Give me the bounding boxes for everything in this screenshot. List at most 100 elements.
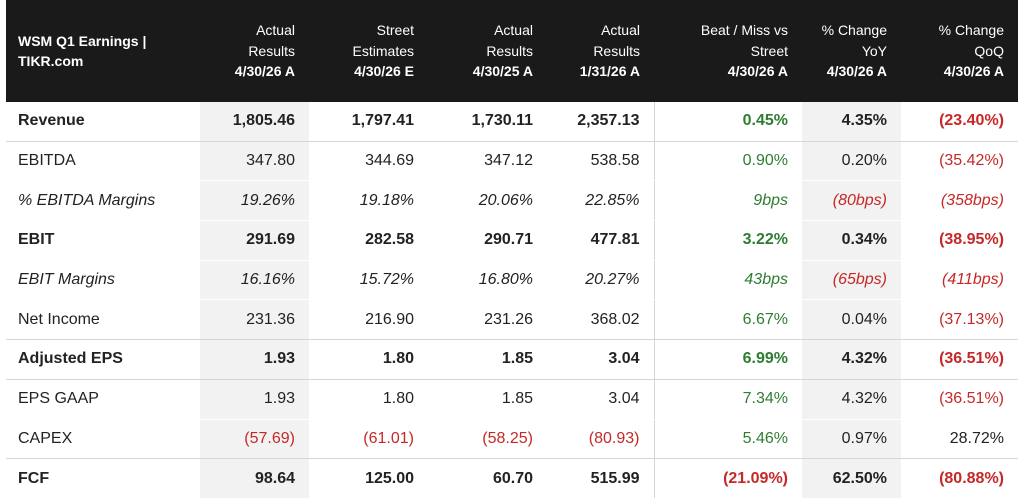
table-cell: 368.02	[547, 299, 654, 341]
column-header-line-2: Results	[486, 42, 533, 59]
title-line-2: TIKR.com	[18, 53, 84, 69]
table-row: EBIT Margins 16.16% 15.72% 16.80% 20.27% 43bp…	[6, 260, 1018, 301]
table-row: EBIT 291.69 282.58 290.71 477.81 3.22% 0.34% (3…	[6, 220, 1018, 261]
table-cell: 0.04%	[802, 299, 901, 341]
column-header-date: 4/30/26 A	[234, 63, 295, 80]
row-label: FCF	[6, 458, 200, 499]
table-cell: 347.80	[200, 141, 309, 182]
column-header-line-2: Results	[248, 42, 295, 59]
table-header: WSM Q1 Earnings | TIKR.com Actual Results…	[6, 0, 1018, 102]
table-cell: (58.25)	[428, 419, 547, 460]
table-cell: (57.69)	[200, 419, 309, 460]
column-header-line-2: Estimates	[352, 42, 414, 59]
table-row: FCF 98.64 125.00 60.70 515.99 (21.09%) 62.50%(…	[6, 458, 1018, 499]
column-header-date: 4/30/26 A	[943, 63, 1004, 80]
table-cell: 16.80%	[428, 260, 547, 301]
table-cell: (23.40%)	[901, 102, 1018, 142]
table-cell: (80.93)	[547, 419, 654, 460]
table-cell: (35.42%)	[901, 141, 1018, 182]
column-header-line-2: Street	[750, 42, 788, 59]
table-cell: 4.32%	[802, 379, 901, 420]
table-cell: 62.50%	[802, 458, 901, 499]
row-label: EPS GAAP	[6, 379, 200, 420]
table-cell: 1.85	[428, 379, 547, 420]
table-cell: 0.45%	[653, 102, 802, 142]
table-cell: 282.58	[309, 220, 428, 261]
table-cell: (411bps)	[901, 260, 1018, 301]
column-header-line-1: Beat / Miss vs	[700, 22, 788, 39]
row-label: % EBITDA Margins	[6, 180, 200, 222]
row-label: EBIT Margins	[6, 260, 200, 301]
table-body: Revenue 1,805.46 1,797.41 1,730.11 2,357.13 0…	[6, 102, 1018, 499]
column-header-line-2: QoQ	[974, 42, 1004, 59]
table-cell: 98.64	[200, 458, 309, 499]
table-cell: (80bps)	[802, 180, 901, 222]
column-header-line-1: Actual	[256, 22, 295, 39]
table-cell: 1.85	[428, 339, 547, 380]
table-cell: 347.12	[428, 141, 547, 182]
table-cell: 1.80	[309, 379, 428, 420]
column-header: Actual Results 1/31/26 A	[547, 0, 654, 102]
column-header: % Change YoY 4/30/26 A	[802, 0, 901, 102]
table-title: WSM Q1 Earnings | TIKR.com	[6, 0, 200, 102]
table-row: EPS GAAP 1.93 1.80 1.85 3.04 7.34% 4.32% (36.51…	[6, 379, 1018, 420]
header-row: WSM Q1 Earnings | TIKR.com Actual Results…	[6, 0, 1018, 102]
table-cell: 216.90	[309, 299, 428, 341]
table-cell: (65bps)	[802, 260, 901, 301]
table-cell: (61.01)	[309, 419, 428, 460]
column-header-date: 1/31/26 A	[579, 63, 640, 80]
column-header: % Change QoQ 4/30/26 A	[901, 0, 1018, 102]
earnings-table: WSM Q1 Earnings | TIKR.com Actual Results…	[6, 0, 1018, 499]
row-label: EBITDA	[6, 141, 200, 182]
table-row: CAPEX (57.69) (61.01) (58.25) (80.93) 5.46% 0.…	[6, 419, 1018, 460]
table-cell: 4.35%	[802, 102, 901, 142]
table-cell: 231.26	[428, 299, 547, 341]
table-cell: 20.06%	[428, 180, 547, 222]
table-cell: 15.72%	[309, 260, 428, 301]
table-cell: 291.69	[200, 220, 309, 261]
column-header-date: 4/30/26 A	[826, 63, 887, 80]
table-cell: (37.13%)	[901, 299, 1018, 341]
table-cell: 538.58	[547, 141, 654, 182]
table-row: % EBITDA Margins 19.26% 19.18% 20.06% 22.85%…	[6, 180, 1018, 222]
row-label: Revenue	[6, 102, 200, 142]
column-header-date: 4/30/25 A	[472, 63, 533, 80]
table-cell: 344.69	[309, 141, 428, 182]
table-cell: 43bps	[653, 260, 802, 301]
column-header-line-1: % Change	[938, 22, 1004, 39]
table-cell: 3.22%	[653, 220, 802, 261]
table-row: Revenue 1,805.46 1,797.41 1,730.11 2,357.13 0…	[6, 102, 1018, 142]
row-label: Adjusted EPS	[6, 339, 200, 380]
table-cell: (80.88%)	[901, 458, 1018, 499]
table-cell: 3.04	[547, 339, 654, 380]
table-cell: 125.00	[309, 458, 428, 499]
title-line-1: WSM Q1 Earnings |	[18, 32, 147, 49]
column-header: Street Estimates 4/30/26 E	[309, 0, 428, 102]
column-header-line-2: YoY	[861, 42, 887, 59]
table-cell: 1,805.46	[200, 102, 309, 142]
row-label: CAPEX	[6, 419, 200, 460]
column-header-line-1: Actual	[601, 22, 640, 39]
table-cell: 1.80	[309, 339, 428, 380]
table-row: EBITDA 347.80 344.69 347.12 538.58 0.90% 0.20%…	[6, 141, 1018, 182]
table-cell: 7.34%	[653, 379, 802, 420]
column-header-line-1: Actual	[494, 22, 533, 39]
table-cell: 0.97%	[802, 419, 901, 460]
row-label: Net Income	[6, 299, 200, 341]
table-cell: 2,357.13	[547, 102, 654, 142]
table-cell: 1.93	[200, 379, 309, 420]
table-cell: 1,730.11	[428, 102, 547, 142]
table-cell: 19.18%	[309, 180, 428, 222]
column-header-line-2: Results	[593, 42, 640, 59]
table-cell: (21.09%)	[653, 458, 802, 499]
table-cell: 4.32%	[802, 339, 901, 380]
table-cell: 60.70	[428, 458, 547, 499]
table-cell: 3.04	[547, 379, 654, 420]
table-cell: 5.46%	[653, 419, 802, 460]
table-cell: 0.34%	[802, 220, 901, 261]
table-row: Adjusted EPS 1.93 1.80 1.85 3.04 6.99% 4.32% (3…	[6, 339, 1018, 380]
table-cell: 6.67%	[653, 299, 802, 341]
table-cell: (358bps)	[901, 180, 1018, 222]
table-cell: (36.51%)	[901, 379, 1018, 420]
